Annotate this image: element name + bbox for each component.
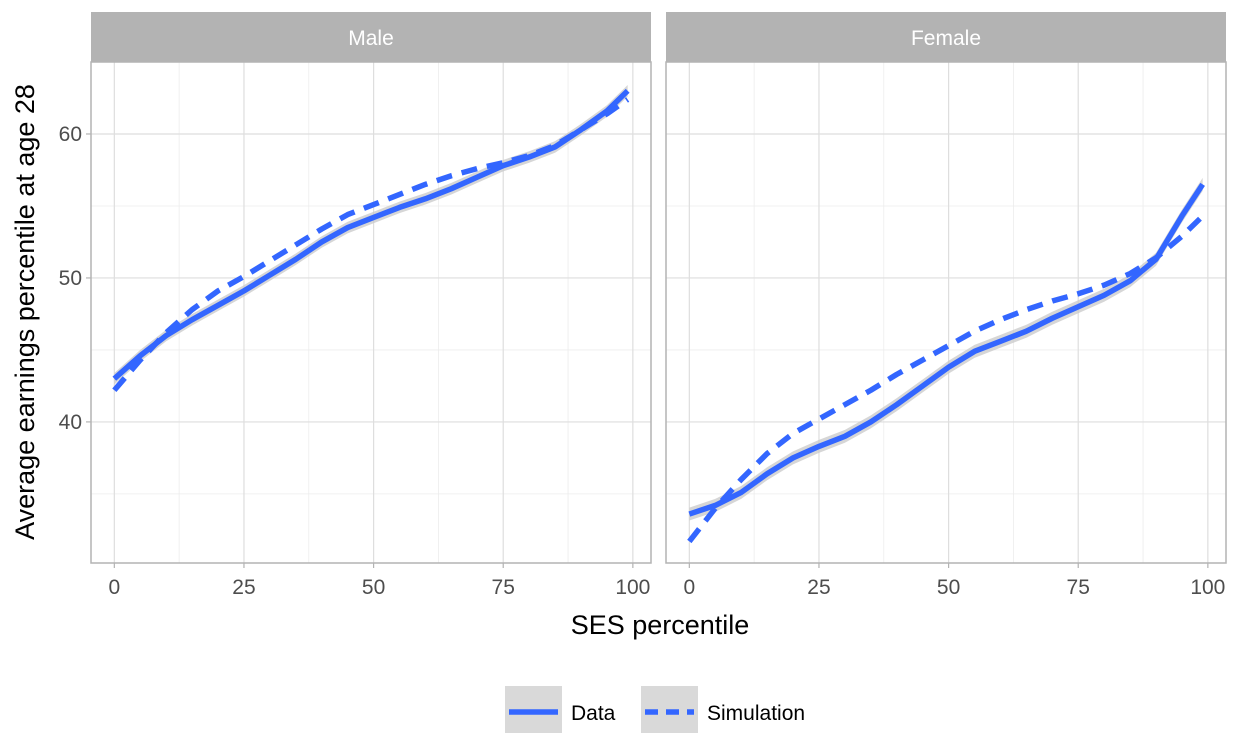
legend-label: Data [571,702,616,725]
y-tick-label: 50 [59,267,82,290]
panel-female: Female 0 25 50 75 100 [665,12,1227,599]
x-tick-label: 0 [108,576,120,599]
panel-male: Male 0 25 50 75 100 40 50 60 [59,12,652,599]
panel-border [665,61,1227,564]
facet-strip [666,12,1226,62]
legend-label: Simulation [707,702,805,725]
panel-border [90,61,652,564]
series-line-data [688,182,1205,517]
facet-strip-label: Female [911,27,981,50]
x-tick-label: 100 [615,576,650,599]
x-tick-label: 25 [807,576,830,599]
confidence-band-data [689,177,1203,521]
x-tick-label: 75 [492,576,515,599]
series-line-simulation [112,97,630,393]
legend-item-data: Data [505,686,616,733]
legend-item-simulation: Simulation [641,686,805,733]
x-tick-label: 100 [1190,576,1225,599]
y-tick-label: 60 [59,123,82,146]
x-tick-label: 25 [232,576,255,599]
x-tick-label: 50 [362,576,385,599]
panels: Male 0 25 50 75 100 40 50 60 Female 0 25 50 75 100 [59,12,1227,599]
x-axis-title: SES percentile [571,610,750,640]
y-axis-title: Average earnings percentile at age 28 [10,84,40,540]
x-tick-label: 0 [683,576,695,599]
legend: Data Simulation [505,686,805,733]
y-tick-label: 40 [59,411,82,434]
facet-strip [91,12,651,62]
x-tick-label: 50 [937,576,960,599]
x-tick-label: 75 [1067,576,1090,599]
facet-strip-label: Male [348,27,394,50]
